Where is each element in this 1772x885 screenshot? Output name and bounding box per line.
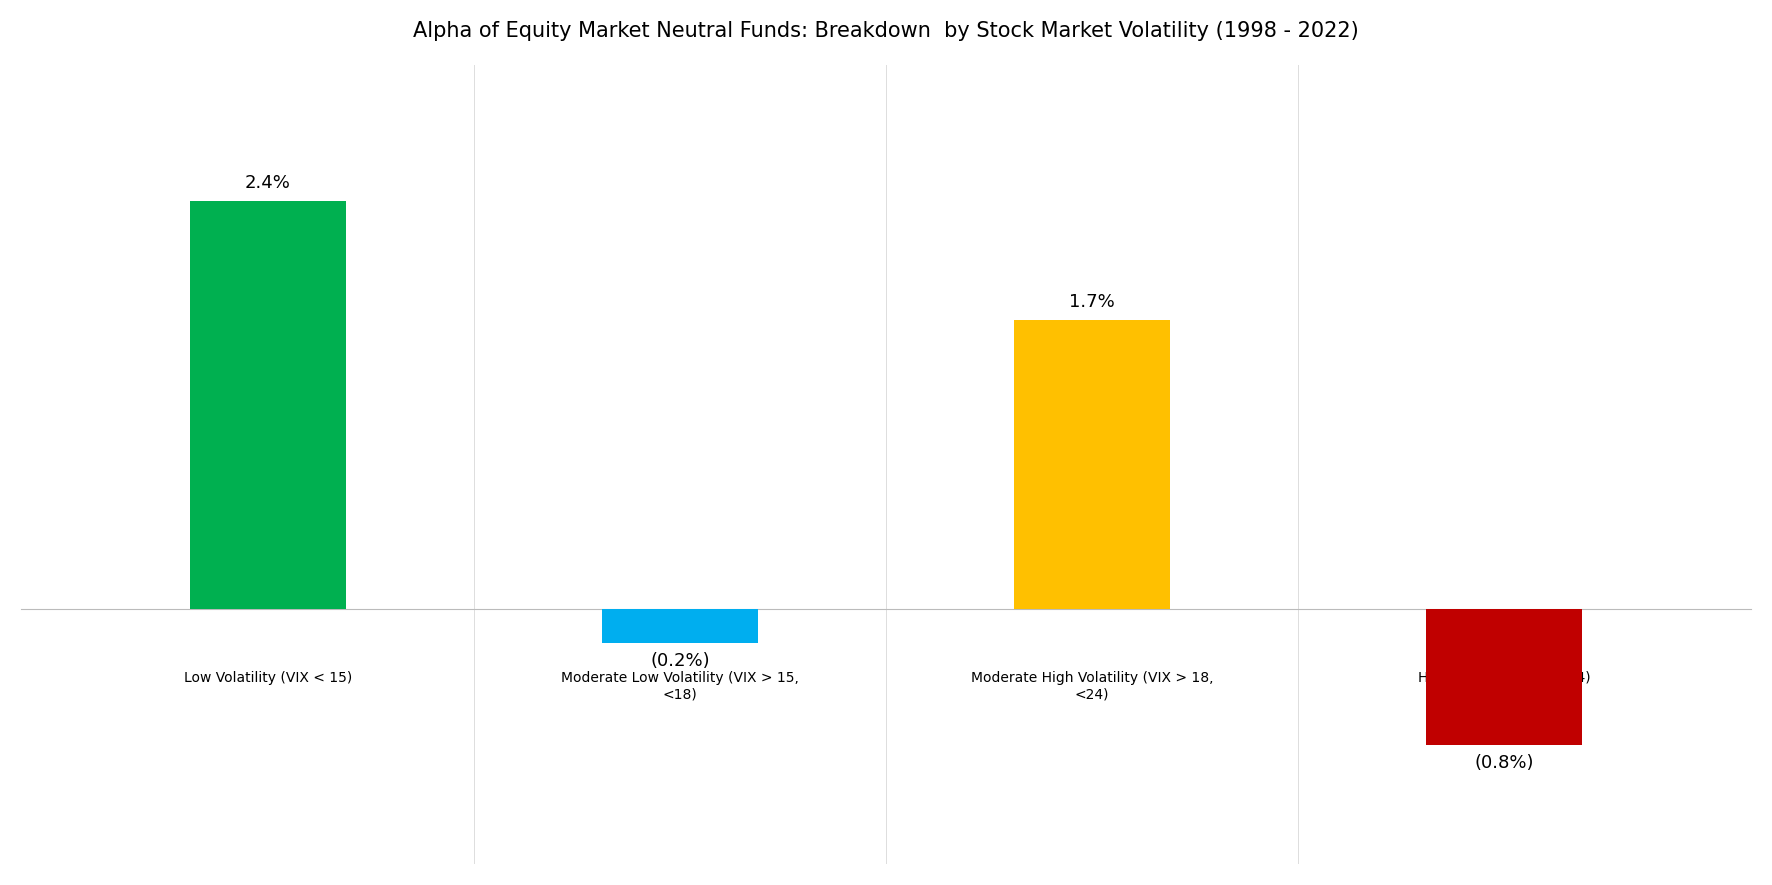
Bar [190, 201, 346, 609]
Bar [1426, 609, 1582, 745]
Text: 1.7%: 1.7% [1069, 293, 1115, 312]
Bar [1014, 319, 1170, 609]
Text: 2.4%: 2.4% [245, 174, 291, 192]
Text: (0.2%): (0.2%) [650, 651, 711, 670]
Text: (0.8%): (0.8%) [1474, 754, 1535, 772]
Bar [602, 609, 758, 643]
Title: Alpha of Equity Market Neutral Funds: Breakdown  by Stock Market Volatility (199: Alpha of Equity Market Neutral Funds: Br… [413, 21, 1359, 41]
